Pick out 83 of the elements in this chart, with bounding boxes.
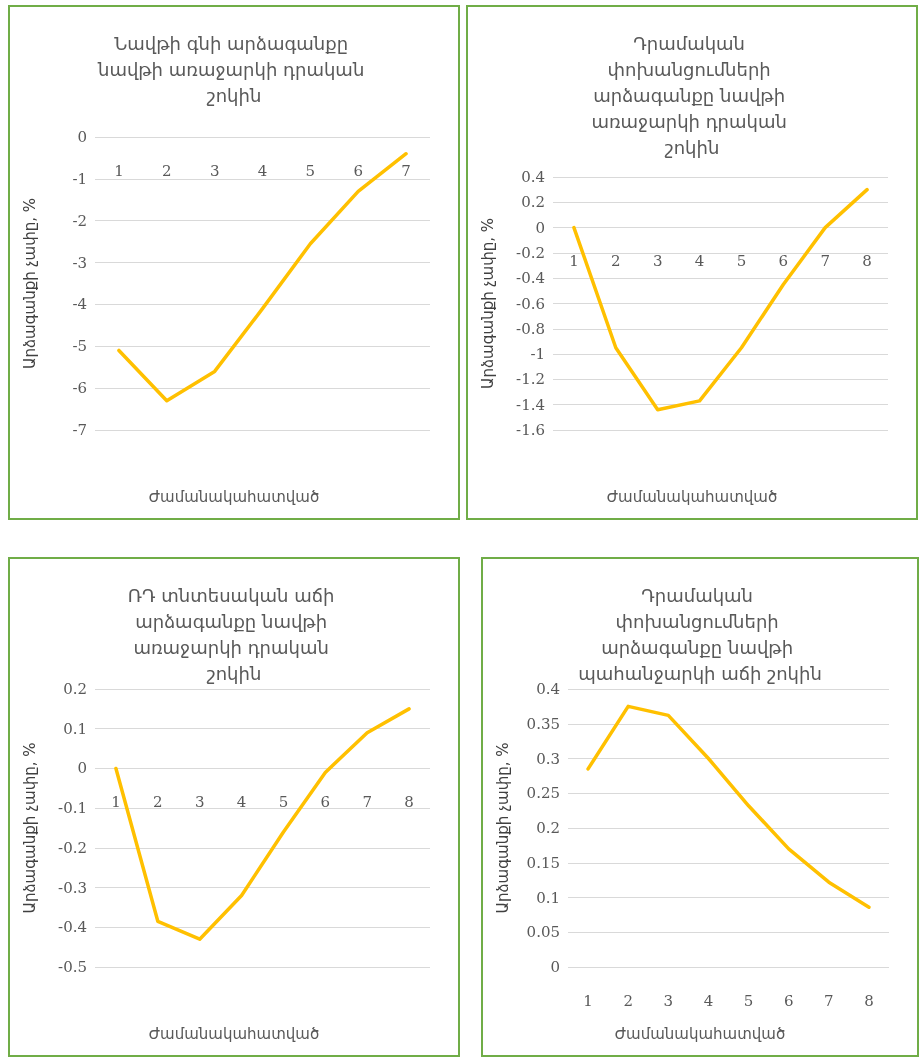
x-tick-label: 8 bbox=[404, 792, 414, 811]
x-tick-label: 5 bbox=[736, 252, 747, 271]
x-tick-label: 7 bbox=[824, 991, 834, 1010]
x-tick-label: 5 bbox=[305, 161, 316, 180]
y-axis-title: Արձագանքի չափը, % bbox=[478, 217, 497, 390]
x-tick-label: 5 bbox=[743, 991, 754, 1010]
y-tick-label: -1 bbox=[72, 169, 87, 188]
y-tick-label: 0 bbox=[77, 128, 87, 146]
x-tick-label: 2 bbox=[153, 792, 163, 811]
x-tick-label: 4 bbox=[257, 161, 268, 180]
y-tick-label: 0.35 bbox=[526, 714, 560, 733]
x-tick-label: 2 bbox=[611, 252, 621, 271]
line-series bbox=[586, 704, 871, 909]
y-tick-label: 0 bbox=[77, 759, 87, 778]
x-tick-label: 3 bbox=[663, 991, 674, 1010]
y-tick-label: 0.15 bbox=[526, 853, 560, 872]
chart-title: Դրամական փոխանցումների արձագանքը նավթի առաջարկի դրական շոկին bbox=[591, 32, 793, 158]
y-tick-label: -6 bbox=[72, 379, 87, 398]
y-tick-label: -5 bbox=[72, 337, 87, 356]
line-series bbox=[572, 187, 869, 412]
y-axis-title: Արձագանքի չափը, % bbox=[493, 742, 512, 914]
x-tick-label: 3 bbox=[194, 792, 205, 811]
y-tick-label: -1.6 bbox=[516, 421, 545, 439]
line-series bbox=[117, 151, 408, 403]
y-tick-label: -7 bbox=[72, 421, 87, 439]
y-tick-label: 0.2 bbox=[536, 819, 560, 837]
x-tick-label: 6 bbox=[783, 991, 794, 1010]
x-tick-label: 1 bbox=[569, 252, 579, 271]
x-tick-label: 1 bbox=[114, 161, 124, 180]
x-axis-title: Ժամանակահատված bbox=[614, 1024, 786, 1043]
y-tick-label: 0.1 bbox=[63, 719, 87, 738]
x-tick-label: 7 bbox=[401, 161, 411, 180]
y-tick-label: -0.5 bbox=[58, 958, 87, 976]
x-tick-label: 2 bbox=[162, 161, 172, 180]
y-tick-label: 0 bbox=[550, 958, 560, 976]
x-tick-label: 6 bbox=[778, 252, 789, 271]
x-tick-label: 4 bbox=[236, 792, 247, 811]
chart-title: Նավթի գնի արձագանքը նավթի առաջարկի դրական շոկին bbox=[96, 32, 371, 106]
x-tick-label: 4 bbox=[703, 991, 714, 1010]
x-tick-label: 1 bbox=[583, 991, 593, 1010]
x-tick-label: 2 bbox=[623, 991, 633, 1010]
chart-title: ՌԴ տնտեսական աճի արձագանքը նավթի առաջարկի դրական շոկին bbox=[127, 584, 341, 684]
y-tick-label: -0.3 bbox=[58, 878, 87, 897]
x-tick-label: 7 bbox=[820, 252, 830, 271]
x-tick-label: 3 bbox=[209, 161, 220, 180]
x-tick-label: 7 bbox=[362, 792, 372, 811]
y-tick-label: -1 bbox=[530, 345, 545, 364]
y-tick-label: -1.2 bbox=[516, 370, 545, 389]
y-tick-label: -0.2 bbox=[516, 243, 545, 262]
y-tick-label: 0.1 bbox=[536, 888, 560, 907]
x-axis-title: Ժամանակահատված bbox=[148, 487, 320, 506]
y-tick-label: 0.4 bbox=[536, 680, 560, 698]
y-tick-label: -0.4 bbox=[516, 269, 545, 288]
x-tick-label: 8 bbox=[864, 991, 874, 1010]
y-tick-label: 0.2 bbox=[63, 680, 87, 698]
y-tick-label: 0.3 bbox=[536, 749, 560, 768]
y-tick-label: -2 bbox=[72, 211, 87, 230]
x-tick-label: 6 bbox=[320, 792, 331, 811]
y-tick-label: -0.4 bbox=[58, 918, 87, 937]
y-tick-label: -0.2 bbox=[58, 838, 87, 857]
chart-title: Դրամական փոխանցումների արձագանքը նավթի պահանջարկի աճի շոկին bbox=[578, 584, 822, 684]
x-tick-label: 5 bbox=[278, 792, 289, 811]
y-tick-label: -0.6 bbox=[516, 294, 545, 313]
y-axis-title: Արձագանքի չափը, % bbox=[20, 742, 39, 914]
line-series bbox=[114, 707, 411, 941]
x-tick-label: 1 bbox=[111, 792, 121, 811]
x-tick-label: 4 bbox=[694, 252, 705, 271]
y-tick-label: -0.1 bbox=[58, 799, 87, 818]
x-tick-label: 3 bbox=[652, 252, 663, 271]
y-tick-label: -3 bbox=[72, 253, 87, 272]
y-tick-label: 0.4 bbox=[521, 168, 545, 186]
x-tick-label: 8 bbox=[862, 252, 872, 271]
x-axis-title: Ժամանակահատված bbox=[148, 1024, 320, 1043]
y-tick-label: -1.4 bbox=[516, 395, 545, 414]
y-axis-title: Արձագանքի չափը, % bbox=[20, 197, 39, 370]
y-tick-label: -0.8 bbox=[516, 319, 545, 338]
x-tick-label: 6 bbox=[353, 161, 363, 180]
y-tick-label: -4 bbox=[72, 295, 87, 314]
y-tick-label: 0.2 bbox=[521, 193, 545, 212]
y-tick-label: 0 bbox=[535, 218, 545, 237]
y-tick-label: 0.05 bbox=[526, 923, 560, 942]
x-axis-title: Ժամանակահատված bbox=[606, 487, 778, 506]
y-tick-label: 0.25 bbox=[526, 784, 560, 803]
